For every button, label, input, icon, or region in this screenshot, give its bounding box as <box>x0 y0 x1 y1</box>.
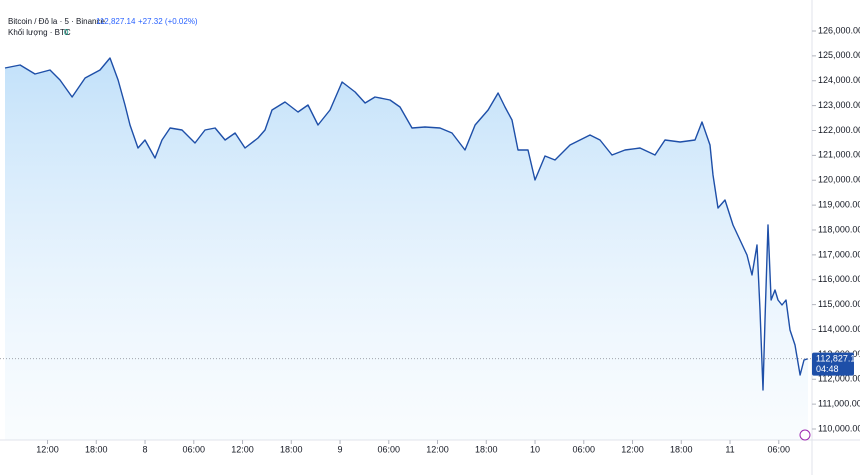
volume-title: Khối lượng · BTC <box>8 28 71 37</box>
y-tick-label: 114,000.00 <box>818 324 860 334</box>
last-price-box <box>812 352 854 376</box>
x-tick-label: 8 <box>143 444 148 454</box>
y-tick-label: 118,000.00 <box>818 224 860 234</box>
plot-area <box>0 57 812 440</box>
y-tick-label: 125,000.00 <box>818 50 860 60</box>
x-tick-label: 18:00 <box>85 444 108 454</box>
alert-icon[interactable] <box>799 429 811 441</box>
x-tick-label: 18:00 <box>280 444 303 454</box>
x-tick-label: 9 <box>338 444 343 454</box>
last-price-label: 112,827.14 <box>816 354 860 364</box>
header-change: +27.32 (+0.02%) <box>138 17 198 26</box>
y-tick-label: 124,000.00 <box>818 75 860 85</box>
y-tick-label: 122,000.00 <box>818 125 860 135</box>
x-tick-label: 18:00 <box>670 444 693 454</box>
x-tick-label: 06:00 <box>183 444 206 454</box>
x-tick-label: 10 <box>530 444 540 454</box>
countdown-label: 04:48 <box>816 364 839 374</box>
y-tick-label: 116,000.00 <box>818 274 860 284</box>
price-line <box>4 57 809 391</box>
x-tick-label: 06:00 <box>378 444 401 454</box>
x-tick-label: 12:00 <box>621 444 644 454</box>
y-tick-label: 123,000.00 <box>818 100 860 110</box>
y-tick-label: 119,000.00 <box>818 199 860 209</box>
x-tick-label: 12:00 <box>231 444 254 454</box>
y-tick-label: 126,000.00 <box>818 25 860 35</box>
y-tick-label: 110,000.00 <box>818 423 860 433</box>
y-tick-label: 111,000.00 <box>818 399 860 409</box>
x-tick-label: 18:00 <box>475 444 498 454</box>
y-tick-label: 120,000.00 <box>818 175 860 185</box>
y-tick-label: 121,000.00 <box>818 150 860 160</box>
x-tick-label: 11 <box>725 444 734 454</box>
y-tick-label: 115,000.00 <box>818 299 860 309</box>
volume-value: 0 <box>64 28 69 37</box>
area-fill <box>5 58 808 440</box>
x-tick-label: 12:00 <box>36 444 59 454</box>
header-price: 112,827.14 <box>96 17 136 26</box>
overlay: 110,000.00111,000.00112,000.00113,000.00… <box>36 25 860 454</box>
x-tick-label: 06:00 <box>573 444 596 454</box>
x-tick-label: 06:00 <box>768 444 791 454</box>
x-tick-label: 12:00 <box>426 444 449 454</box>
symbol-title: Bitcoin / Đô la · 5 · Binance <box>8 17 105 26</box>
y-tick-label: 112,000.00 <box>818 374 860 384</box>
y-tick-label: 117,000.00 <box>818 249 860 259</box>
